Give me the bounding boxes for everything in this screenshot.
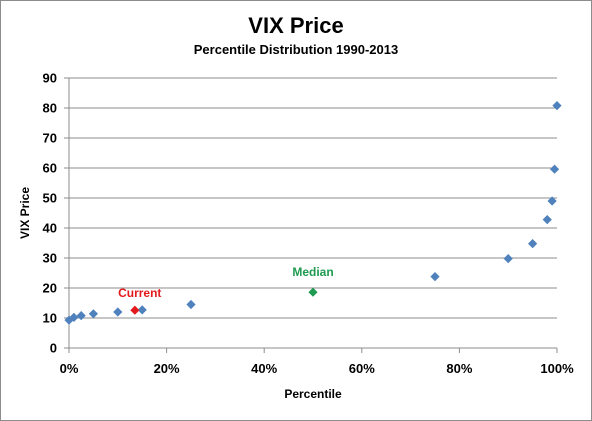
y-tick-label: 20 bbox=[43, 281, 57, 296]
y-axis-title: VIX Price bbox=[18, 187, 32, 239]
annotations: Current Median bbox=[118, 265, 334, 300]
x-tick-label: 40% bbox=[251, 361, 277, 376]
y-tick-label: 70 bbox=[43, 131, 57, 146]
data-point bbox=[64, 315, 74, 325]
data-point bbox=[76, 311, 86, 321]
current-marker bbox=[130, 305, 140, 315]
data-point bbox=[503, 254, 513, 264]
data-points bbox=[64, 101, 562, 325]
data-point bbox=[186, 299, 196, 310]
data-point bbox=[528, 239, 538, 249]
current-label: Current bbox=[118, 286, 161, 300]
data-point bbox=[549, 164, 560, 174]
y-tick-label: 90 bbox=[43, 71, 57, 86]
y-tick-label: 40 bbox=[43, 221, 57, 236]
data-point bbox=[430, 272, 440, 282]
y-tick-label: 10 bbox=[43, 311, 57, 326]
x-axis-title: Percentile bbox=[284, 387, 342, 401]
axes bbox=[64, 77, 558, 353]
x-tick-label: 0% bbox=[60, 361, 79, 376]
gridlines bbox=[69, 77, 557, 319]
median-marker bbox=[308, 287, 318, 297]
chart-subtitle: Percentile Distribution 1990-2013 bbox=[194, 42, 398, 57]
data-point bbox=[113, 307, 123, 317]
y-tick-label: 50 bbox=[43, 191, 57, 206]
x-tick-label: 100% bbox=[540, 361, 574, 376]
data-point bbox=[137, 305, 147, 315]
y-tick-label: 80 bbox=[43, 101, 57, 116]
data-point bbox=[552, 101, 562, 111]
y-tick-label: 60 bbox=[43, 161, 57, 176]
median-label: Median bbox=[292, 265, 333, 279]
y-tick-labels: 0 10 20 30 40 50 60 70 80 90 bbox=[43, 71, 57, 356]
x-tick-label: 80% bbox=[446, 361, 472, 376]
x-tick-label: 20% bbox=[154, 361, 180, 376]
y-tick-label: 30 bbox=[43, 251, 57, 266]
x-tick-label: 60% bbox=[349, 361, 375, 376]
y-tick-label: 0 bbox=[50, 341, 57, 356]
data-point bbox=[547, 196, 557, 206]
chart-title: VIX Price bbox=[248, 13, 343, 38]
data-point bbox=[69, 312, 79, 322]
x-tick-labels: 0% 20% 40% 60% 80% 100% bbox=[60, 361, 574, 376]
data-point bbox=[88, 309, 98, 319]
data-point bbox=[542, 215, 552, 225]
